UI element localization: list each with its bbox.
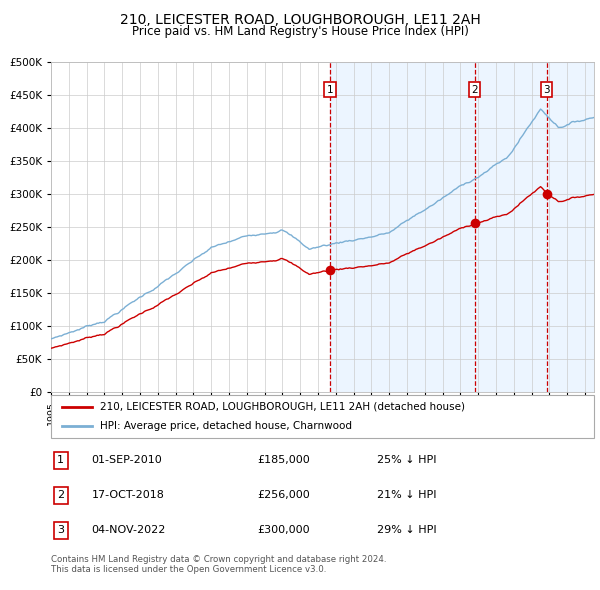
Bar — [330, 62, 594, 392]
Text: 2: 2 — [57, 490, 64, 500]
Text: 01-SEP-2010: 01-SEP-2010 — [92, 455, 163, 466]
Text: 25% ↓ HPI: 25% ↓ HPI — [377, 455, 436, 466]
FancyBboxPatch shape — [51, 395, 594, 438]
Text: 04-NOV-2022: 04-NOV-2022 — [92, 525, 166, 535]
Text: HPI: Average price, detached house, Charnwood: HPI: Average price, detached house, Char… — [100, 421, 352, 431]
Text: This data is licensed under the Open Government Licence v3.0.: This data is licensed under the Open Gov… — [51, 565, 326, 574]
Text: 210, LEICESTER ROAD, LOUGHBOROUGH, LE11 2AH (detached house): 210, LEICESTER ROAD, LOUGHBOROUGH, LE11 … — [100, 402, 465, 412]
Text: 1: 1 — [57, 455, 64, 466]
Text: 1: 1 — [326, 85, 333, 95]
Text: 29% ↓ HPI: 29% ↓ HPI — [377, 525, 436, 535]
Text: 17-OCT-2018: 17-OCT-2018 — [92, 490, 164, 500]
Text: 3: 3 — [57, 525, 64, 535]
Text: £185,000: £185,000 — [257, 455, 310, 466]
Text: 210, LEICESTER ROAD, LOUGHBOROUGH, LE11 2AH: 210, LEICESTER ROAD, LOUGHBOROUGH, LE11 … — [119, 13, 481, 27]
Text: Contains HM Land Registry data © Crown copyright and database right 2024.: Contains HM Land Registry data © Crown c… — [51, 555, 386, 563]
Text: £300,000: £300,000 — [257, 525, 310, 535]
Text: Price paid vs. HM Land Registry's House Price Index (HPI): Price paid vs. HM Land Registry's House … — [131, 25, 469, 38]
Text: 21% ↓ HPI: 21% ↓ HPI — [377, 490, 436, 500]
Text: 3: 3 — [543, 85, 550, 95]
Text: £256,000: £256,000 — [257, 490, 310, 500]
Text: 2: 2 — [471, 85, 478, 95]
